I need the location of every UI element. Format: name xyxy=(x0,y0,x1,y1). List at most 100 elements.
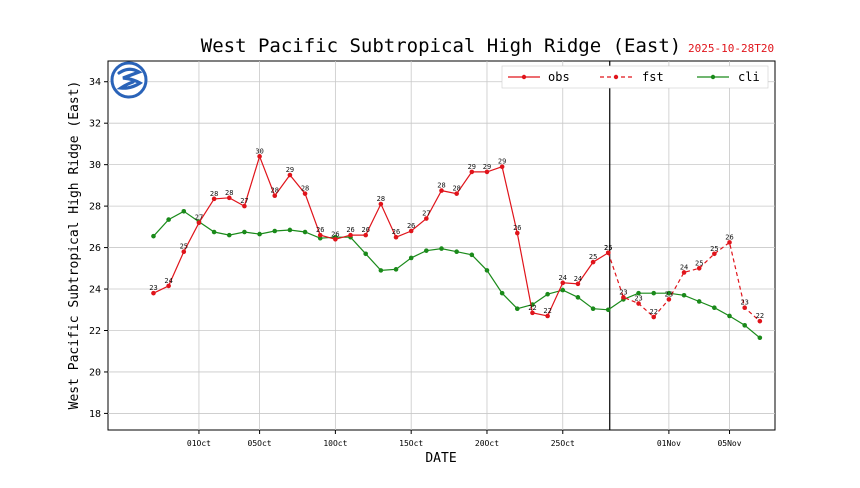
data-point-cli xyxy=(742,323,747,328)
data-label-obs: 28 xyxy=(210,190,218,198)
data-label-fst: 23 xyxy=(619,288,627,296)
data-point-obs xyxy=(393,234,399,240)
data-label-obs: 26 xyxy=(361,226,369,234)
data-point-obs xyxy=(196,220,202,225)
data-point-cli xyxy=(696,299,702,304)
y-tick-label: 30 xyxy=(89,160,101,171)
data-label-obs: 26 xyxy=(331,230,339,238)
x-axis-label: DATE xyxy=(425,451,456,466)
legend-marker-obs xyxy=(521,74,527,80)
data-point-cli xyxy=(151,233,156,239)
x-tick-label: 10Oct xyxy=(323,439,347,448)
data-point-cli xyxy=(666,290,672,296)
data-label-obs: 27 xyxy=(240,197,248,205)
data-label-fst: 23 xyxy=(740,299,748,307)
swirl-logo-icon xyxy=(110,61,148,99)
data-point-fst xyxy=(727,240,732,245)
data-label-obs: 26 xyxy=(407,222,415,230)
data-point-cli xyxy=(681,292,687,298)
data-point-obs xyxy=(454,191,459,196)
data-point-obs xyxy=(272,193,278,199)
data-label-fst: 22 xyxy=(650,308,658,316)
data-label-obs: 29 xyxy=(468,163,476,171)
data-label-obs: 24 xyxy=(559,274,567,282)
data-point-fst xyxy=(666,297,672,302)
data-point-cli xyxy=(469,252,475,258)
x-tick-label: 05Oct xyxy=(248,439,272,448)
data-point-obs xyxy=(590,259,596,265)
data-label-obs: 29 xyxy=(483,163,491,171)
data-point-cli xyxy=(393,267,399,272)
plot-area xyxy=(107,60,776,431)
data-label-obs: 28 xyxy=(225,189,233,197)
legend-marker-fst xyxy=(613,74,619,80)
data-point-obs xyxy=(226,195,232,201)
data-label-obs: 26 xyxy=(392,228,400,236)
data-label-fst: 24 xyxy=(680,263,688,271)
data-point-obs xyxy=(363,232,369,238)
x-tick-label: 05Nov xyxy=(717,439,741,448)
data-point-cli xyxy=(757,335,763,341)
x-tick-label: 15Oct xyxy=(399,439,423,448)
data-point-cli xyxy=(363,251,369,257)
data-label-fst: 25 xyxy=(695,259,703,267)
data-point-cli xyxy=(439,246,444,251)
data-point-fst xyxy=(681,270,687,275)
data-label-obs: 28 xyxy=(271,187,279,195)
data-point-cli xyxy=(605,307,611,313)
data-label-obs: 26 xyxy=(513,224,521,232)
data-label-obs: 26 xyxy=(346,226,354,234)
data-label-obs: 28 xyxy=(437,182,445,190)
data-label-obs: 25 xyxy=(180,243,188,251)
data-point-cli xyxy=(272,228,278,234)
data-point-obs xyxy=(302,191,308,196)
data-point-obs xyxy=(257,154,262,159)
analysis-timestamp: 2025-10-28T20 xyxy=(688,42,774,55)
y-tick-label: 24 xyxy=(89,285,101,296)
data-point-fst xyxy=(712,251,717,257)
data-point-cli xyxy=(211,229,217,235)
data-point-obs xyxy=(408,228,414,234)
axes: 18 20 22 24 26 28 30 32 34 01Oct 05Oct 10Oct 15Oct 20… xyxy=(89,61,742,448)
x-tick-label: 20Oct xyxy=(475,439,499,448)
data-label-obs: 28 xyxy=(301,185,309,193)
legend: obs fst cli xyxy=(501,65,769,89)
data-label-obs: 29 xyxy=(286,166,294,174)
data-point-obs xyxy=(211,196,217,202)
data-point-cli xyxy=(408,255,414,261)
data-label-obs: 27 xyxy=(422,210,430,218)
legend-marker-cli xyxy=(710,74,716,80)
data-point-cli xyxy=(514,306,520,312)
data-point-fst xyxy=(696,266,702,271)
data-label-fst: 25 xyxy=(604,244,612,252)
data-point-obs xyxy=(166,283,171,289)
data-point-obs xyxy=(530,310,535,316)
data-point-obs xyxy=(348,232,353,238)
data-label-obs: 22 xyxy=(543,307,551,315)
data-point-cli xyxy=(545,291,550,297)
data-label-obs: 27 xyxy=(195,214,203,222)
y-tick-label: 20 xyxy=(89,367,101,378)
data-point-cli xyxy=(727,313,732,319)
y-tick-label: 28 xyxy=(89,202,101,213)
data-point-fst xyxy=(757,318,763,324)
y-tick-label: 32 xyxy=(89,119,101,130)
data-point-obs xyxy=(545,313,550,319)
data-point-cli xyxy=(287,227,293,233)
data-point-obs xyxy=(439,188,444,193)
data-point-cli xyxy=(378,268,384,273)
y-axis-label: West Pacific Subtropical High Ridge (Eas… xyxy=(67,81,82,410)
data-point-obs xyxy=(333,236,338,242)
legend-label-obs: obs xyxy=(548,70,570,84)
data-label-obs: 26 xyxy=(316,226,324,234)
legend-label-fst: fst xyxy=(642,70,664,84)
series-line-fst xyxy=(607,241,761,322)
data-point-cli xyxy=(499,290,505,296)
data-point-fst xyxy=(636,301,641,306)
data-label-fst: 23 xyxy=(665,290,673,298)
data-point-obs xyxy=(181,249,187,255)
data-point-obs xyxy=(378,201,384,207)
y-tick-label: 22 xyxy=(89,326,101,337)
